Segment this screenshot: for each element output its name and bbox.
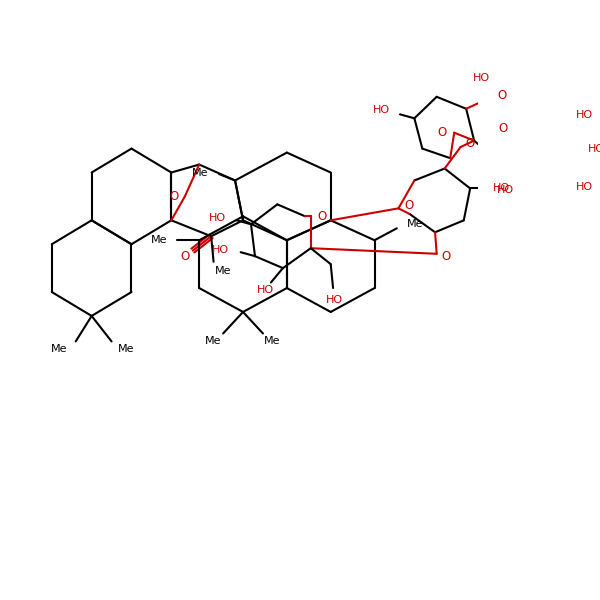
Text: Me: Me	[215, 266, 232, 277]
Text: Me: Me	[264, 337, 281, 346]
Text: O: O	[169, 190, 178, 203]
Text: HO: HO	[212, 245, 229, 255]
Text: HO: HO	[257, 286, 274, 295]
Text: Me: Me	[51, 344, 68, 355]
Text: Me: Me	[192, 167, 209, 178]
Text: HO: HO	[208, 213, 226, 223]
Text: O: O	[442, 250, 451, 263]
Text: HO: HO	[497, 185, 514, 195]
Text: HO: HO	[588, 145, 600, 154]
Text: HO: HO	[326, 295, 343, 305]
Text: O: O	[437, 126, 446, 139]
Text: O: O	[405, 199, 414, 212]
Text: O: O	[466, 137, 475, 151]
Text: HO: HO	[576, 182, 593, 192]
Text: O: O	[317, 210, 326, 223]
Text: O: O	[180, 250, 190, 263]
Text: O: O	[499, 122, 508, 135]
Text: O: O	[497, 89, 506, 102]
Text: Me: Me	[406, 219, 423, 229]
Text: Me: Me	[151, 235, 167, 245]
Text: HO: HO	[576, 110, 593, 120]
Text: Me: Me	[205, 337, 222, 346]
Text: HO: HO	[473, 73, 490, 83]
Text: HO: HO	[373, 106, 391, 115]
Text: Me: Me	[118, 344, 134, 355]
Text: HO: HO	[493, 184, 509, 193]
